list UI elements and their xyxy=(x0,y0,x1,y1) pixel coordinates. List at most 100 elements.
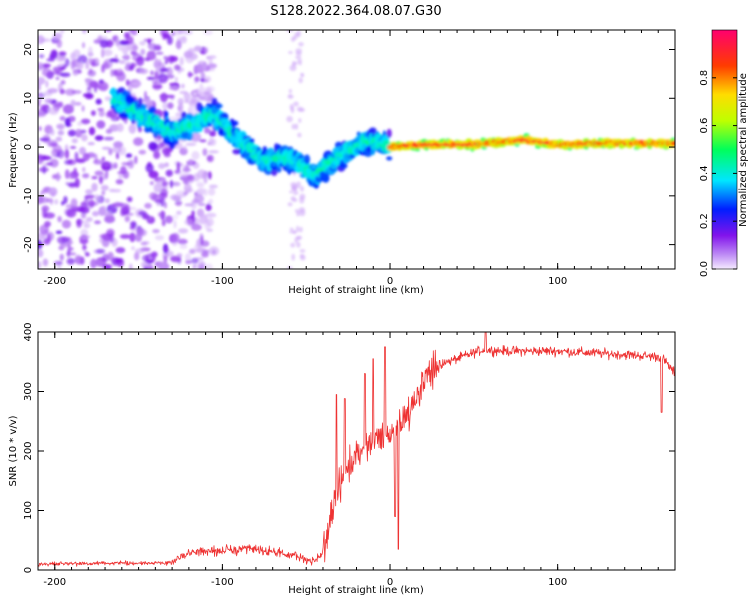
heatmap-cell xyxy=(176,161,181,172)
heatmap-cell xyxy=(68,173,75,180)
heatmap-cell xyxy=(130,221,137,228)
heatmap-cell xyxy=(386,156,393,161)
y-tick-label: 200 xyxy=(23,441,34,460)
heatmap-cell xyxy=(205,212,217,218)
heatmap-cell xyxy=(299,209,306,217)
snr-panel: -200 -100 0 100 0 100 200 300 400 Height of stra… xyxy=(8,322,676,596)
heatmap-cell xyxy=(144,202,152,209)
heatmap-cell xyxy=(105,198,110,204)
heatmap-cell xyxy=(45,80,49,88)
heatmap-cell xyxy=(129,263,133,269)
heatmap-cell xyxy=(104,215,116,224)
heatmap-cell xyxy=(150,70,154,76)
heatmap-cell xyxy=(184,164,189,173)
heatmap-cell xyxy=(157,212,162,217)
heatmap-cell xyxy=(294,237,298,244)
heatmap-cell xyxy=(286,30,294,33)
heatmap-cell xyxy=(87,86,91,91)
heatmap-cell xyxy=(276,166,282,173)
heatmap-cell xyxy=(138,210,147,216)
heatmap-cell xyxy=(104,30,112,33)
heatmap-cell xyxy=(192,265,197,269)
heatmap-cell xyxy=(64,117,71,127)
colorbar-tick-label: 0.8 xyxy=(699,70,710,86)
heatmap-cell xyxy=(88,68,93,75)
heatmap-cell xyxy=(115,247,126,254)
colorbar-tick-label: 0.6 xyxy=(699,118,710,134)
heatmap-cell xyxy=(208,150,219,154)
heatmap-cell xyxy=(189,248,196,254)
heatmap-cell xyxy=(115,179,124,185)
heatmap-cell xyxy=(291,186,297,192)
heatmap-cell xyxy=(86,217,93,222)
heatmap-cell xyxy=(107,251,114,261)
heatmap-cell xyxy=(162,101,168,111)
heatmap-cell xyxy=(152,80,162,91)
heatmap-cell xyxy=(93,86,98,93)
y-tick-label: -10 xyxy=(23,188,34,204)
heatmap-cell xyxy=(52,144,62,153)
heatmap-cell xyxy=(134,252,140,261)
heatmap-cell xyxy=(81,134,88,142)
heatmap-cell xyxy=(70,99,76,107)
heatmap-cell xyxy=(177,98,184,105)
heatmap-cell xyxy=(101,190,106,196)
snr-y-axis-label: SNR (10 * v/v) xyxy=(8,415,19,486)
heatmap-cell xyxy=(121,162,132,166)
heatmap-cell xyxy=(79,239,89,245)
heatmap-cell xyxy=(44,212,55,219)
heatmap-cell xyxy=(139,41,146,46)
heatmap-cell xyxy=(39,137,50,142)
heatmap-cell xyxy=(369,127,377,134)
heatmap-cell xyxy=(104,96,112,102)
heatmap-cell xyxy=(298,108,306,112)
heatmap-cell xyxy=(169,55,179,62)
heatmap-cell xyxy=(93,159,104,165)
heatmap-cell xyxy=(197,169,207,180)
heatmap-cell xyxy=(287,94,294,99)
heatmap-cell xyxy=(206,228,213,232)
heatmap-cell xyxy=(49,158,59,168)
heatmap-cell xyxy=(194,76,200,83)
x-tick-label: -200 xyxy=(43,577,66,588)
heatmap-cell xyxy=(288,51,293,54)
heatmap-cell xyxy=(176,253,183,258)
heatmap-cell xyxy=(45,162,54,166)
heatmap-cell xyxy=(94,194,99,201)
heatmap-cell xyxy=(198,219,206,225)
heatmap-cell xyxy=(177,105,181,111)
heatmap-cell xyxy=(159,197,165,207)
heatmap-cell xyxy=(157,73,169,84)
snr-x-axis-label: Height of straight line (km) xyxy=(288,585,424,596)
heatmap-cell xyxy=(194,64,205,74)
heatmap-cell xyxy=(87,142,95,146)
heatmap-cell xyxy=(49,71,61,75)
heatmap-cell xyxy=(102,61,110,70)
y-tick-label: 300 xyxy=(23,382,34,401)
heatmap-cell xyxy=(196,188,206,195)
heatmap-cell xyxy=(339,163,348,169)
heatmap-cell xyxy=(102,253,109,263)
heatmap-cell xyxy=(77,54,88,64)
heatmap-cell xyxy=(164,61,168,65)
heatmap-cell xyxy=(290,242,296,248)
heatmap-cell xyxy=(102,173,107,181)
heatmap-cell xyxy=(41,155,52,161)
heatmap-cell xyxy=(41,68,53,77)
heatmap-cell xyxy=(79,220,89,224)
y-tick-label: -20 xyxy=(23,236,34,252)
heatmap-cell xyxy=(202,78,209,83)
figure-title: S128.2022.364.08.07.G30 xyxy=(270,4,441,19)
heatmap-cell xyxy=(144,90,147,101)
heatmap-cell xyxy=(159,188,168,197)
heatmap-cell xyxy=(184,253,191,263)
heatmap-cell xyxy=(298,154,305,160)
heatmap-cell xyxy=(295,123,299,130)
heatmap-cell xyxy=(116,123,124,132)
heatmap-cell xyxy=(205,217,214,227)
heatmap-cell xyxy=(92,211,100,217)
heatmap-cell xyxy=(124,32,130,38)
heatmap-cell xyxy=(199,139,207,143)
heatmap-cell xyxy=(50,49,58,59)
heatmap-cell xyxy=(52,66,64,73)
